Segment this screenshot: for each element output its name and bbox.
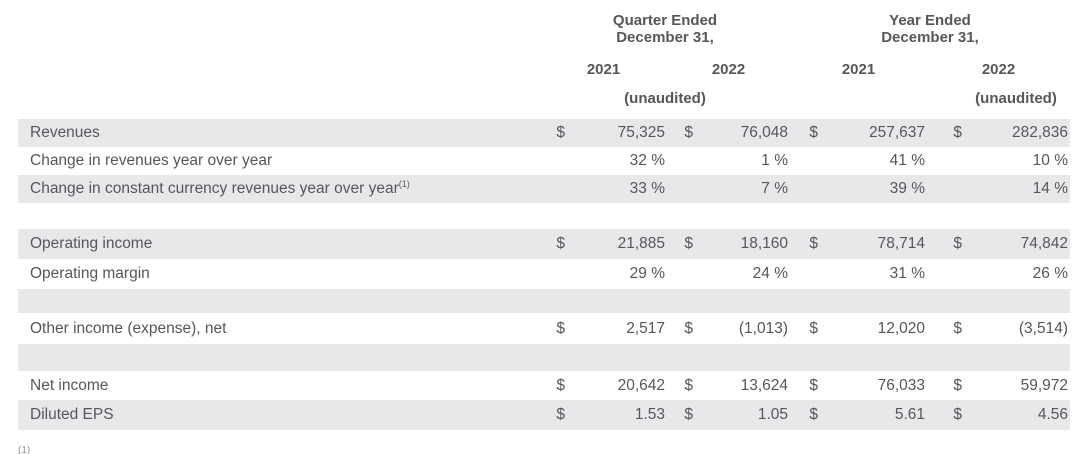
spacer-row: [18, 289, 1070, 313]
header-unaudited: (unaudited) (unaudited): [18, 90, 1070, 107]
table-row-constant-currency-change: Change in constant currency revenues yea…: [18, 175, 1070, 203]
currency-symbol: $: [684, 376, 693, 394]
currency-symbol: $: [556, 235, 565, 252]
spacer-row: [18, 203, 1070, 229]
row-label: Diluted EPS: [30, 406, 114, 423]
currency-symbol: $: [684, 124, 693, 141]
footnote-marker: (1): [18, 445, 31, 454]
row-label: Change in constant currency revenues yea…: [30, 178, 410, 197]
currency-symbol: $: [556, 124, 565, 141]
row-label: Change in revenues year over year: [30, 152, 273, 169]
row-label: Operating margin: [30, 265, 150, 282]
value-cell: 14 %: [1032, 180, 1068, 197]
currency-symbol: $: [684, 406, 693, 423]
value-cell: 74,842: [1020, 235, 1068, 252]
currency-symbol: $: [684, 319, 693, 337]
col-header-quarter-2022: 2022: [711, 61, 746, 78]
value-cell: (3,514): [1018, 319, 1068, 337]
value-cell: 41 %: [889, 152, 925, 169]
footnote-reference: (1): [398, 178, 410, 189]
unaudited-label-quarter: (unaudited): [624, 90, 706, 107]
table-row-operating-income: Operating income $ 21,885 $ 18,160 $ 78,…: [18, 229, 1070, 259]
spacer-row: [18, 344, 1070, 371]
currency-symbol: $: [953, 406, 962, 423]
value-cell: 31 %: [889, 265, 925, 282]
value-cell: 76,048: [740, 124, 788, 141]
quarter-ended-header: Quarter Ended December 31,: [540, 12, 790, 46]
value-cell: 7 %: [761, 180, 788, 197]
currency-symbol: $: [953, 124, 962, 141]
value-cell: 39 %: [889, 180, 925, 197]
currency-symbol: $: [684, 235, 693, 252]
value-cell: 24 %: [752, 265, 788, 282]
value-cell: 5.61: [894, 406, 925, 423]
value-cell: 257,637: [868, 124, 925, 141]
value-cell: 20,642: [617, 376, 665, 394]
header-spacer: [18, 12, 540, 46]
currency-symbol: $: [556, 376, 565, 394]
value-cell: 18,160: [740, 235, 788, 252]
currency-symbol: $: [809, 376, 818, 394]
value-cell: 75,325: [617, 124, 665, 141]
row-label: Operating income: [30, 235, 153, 252]
value-cell: 1.53: [634, 406, 665, 423]
col-header-year-2021: 2021: [841, 61, 876, 78]
col-header-year-2022: 2022: [981, 61, 1016, 78]
quarter-ended-line2: December 31,: [616, 29, 714, 46]
row-label: Revenues: [30, 124, 100, 141]
row-label: Other income (expense), net: [30, 319, 227, 337]
value-cell: 13,624: [740, 376, 788, 394]
year-ended-line2: December 31,: [881, 29, 979, 46]
financial-summary-table: Revenues $ 75,325 $ 76,048 $ 257,637 $ 2…: [0, 119, 1070, 430]
header-spacer: [18, 61, 540, 78]
value-cell: 59,972: [1020, 376, 1068, 394]
col-header-quarter-2021: 2021: [586, 61, 621, 78]
value-cell: 1.05: [757, 406, 788, 423]
value-cell: (1,013): [738, 319, 788, 337]
row-label: Net income: [30, 376, 109, 394]
currency-symbol: $: [556, 406, 565, 423]
header-spacer: [18, 90, 540, 107]
table-row-revenues: Revenues $ 75,325 $ 76,048 $ 257,637 $ 2…: [18, 119, 1070, 147]
year-ended-header: Year Ended December 31,: [790, 12, 1070, 46]
table-row-operating-margin: Operating margin 29 % 24 % 31 % 26 %: [18, 259, 1070, 289]
value-cell: 21,885: [617, 235, 665, 252]
currency-symbol: $: [953, 319, 962, 337]
currency-symbol: $: [556, 319, 565, 337]
value-cell: 282,836: [1011, 124, 1068, 141]
value-cell: 29 %: [629, 265, 665, 282]
quarter-ended-line1: Quarter Ended: [612, 12, 718, 29]
currency-symbol: $: [953, 376, 962, 394]
unaudited-label-year: (unaudited): [975, 90, 1057, 107]
value-cell: 33 %: [629, 180, 665, 197]
value-cell: 12,020: [877, 319, 925, 337]
value-cell: 78,714: [877, 235, 925, 252]
value-cell: 76,033: [877, 376, 925, 394]
currency-symbol: $: [809, 235, 818, 252]
table-row-other-income: Other income (expense), net $ 2,517 $ (1…: [18, 313, 1070, 344]
value-cell: 10 %: [1032, 152, 1068, 169]
currency-symbol: $: [809, 124, 818, 141]
currency-symbol: $: [809, 319, 818, 337]
header-group-titles: Quarter Ended December 31, Year Ended De…: [18, 12, 1070, 46]
value-cell: 26 %: [1032, 265, 1068, 282]
value-cell: 2,517: [626, 319, 665, 337]
value-cell: 1 %: [761, 152, 788, 169]
table-row-revenue-change: Change in revenues year over year 32 % 1…: [18, 147, 1070, 175]
currency-symbol: $: [953, 235, 962, 252]
year-ended-line1: Year Ended: [889, 12, 971, 29]
value-cell: 4.56: [1037, 406, 1068, 423]
header-years: 2021 2022 2021 2022: [18, 61, 1070, 78]
table-row-net-income: Net income $ 20,642 $ 13,624 $ 76,033 $ …: [18, 371, 1070, 400]
value-cell: 32 %: [629, 152, 665, 169]
table-row-diluted-eps: Diluted EPS $ 1.53 $ 1.05 $ 5.61 $ 4.56: [18, 400, 1070, 430]
currency-symbol: $: [809, 406, 818, 423]
